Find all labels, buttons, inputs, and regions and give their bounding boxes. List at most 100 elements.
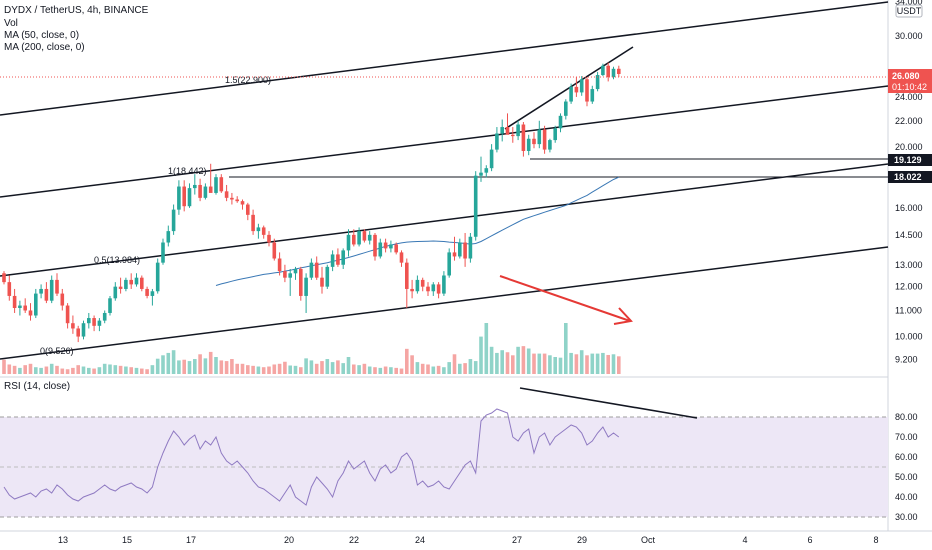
volume-bar bbox=[341, 363, 345, 374]
candle bbox=[537, 120, 542, 149]
candle bbox=[283, 264, 287, 283]
fib-label-0-5: 0.5(13.984) bbox=[94, 255, 140, 265]
channel-line-3 bbox=[0, 246, 889, 360]
volume-bar bbox=[267, 366, 271, 374]
candle bbox=[458, 238, 462, 259]
candle bbox=[261, 225, 266, 239]
level-value-upper: 19.129 bbox=[894, 155, 922, 165]
rsi-axis[interactable]: 80.00 70.00 60.00 50.00 40.00 30.00 bbox=[895, 412, 918, 522]
last-price-tag bbox=[888, 69, 932, 93]
candle bbox=[102, 310, 107, 324]
volume-bar bbox=[458, 363, 462, 374]
candle bbox=[511, 127, 515, 143]
candle bbox=[2, 271, 6, 285]
level-tag-upper bbox=[888, 154, 932, 166]
volume-bar bbox=[134, 367, 139, 374]
candle bbox=[81, 320, 86, 340]
volume-bar bbox=[92, 368, 96, 374]
rsi-line bbox=[3, 408, 620, 506]
volume-bar bbox=[436, 365, 441, 374]
candle bbox=[76, 325, 80, 343]
time-tick: 17 bbox=[186, 535, 196, 545]
candle bbox=[97, 318, 102, 332]
volume-bar bbox=[113, 365, 118, 374]
volume-bar bbox=[171, 350, 176, 374]
candle bbox=[203, 183, 208, 200]
candle bbox=[124, 277, 128, 292]
candle bbox=[357, 227, 361, 247]
volume-bar bbox=[304, 358, 308, 374]
volume-bar bbox=[558, 357, 563, 374]
candle bbox=[39, 284, 43, 299]
legend-ma50[interactable]: MA (50, close, 0) bbox=[4, 30, 80, 41]
candle bbox=[617, 65, 621, 78]
candle bbox=[447, 248, 451, 278]
volume-bar bbox=[314, 363, 319, 374]
volume-bar bbox=[219, 360, 224, 374]
legend-ma200[interactable]: MA (200, close, 0) bbox=[4, 42, 85, 53]
candle bbox=[108, 295, 112, 316]
price-tick: 20.000 bbox=[895, 142, 923, 152]
time-tick: 22 bbox=[349, 535, 359, 545]
legend-volume[interactable]: Vol bbox=[4, 18, 18, 29]
volume-bar bbox=[140, 368, 144, 374]
candle bbox=[394, 242, 398, 255]
symbol-title[interactable]: DYDX / TetherUS, 4h, BINANCE bbox=[4, 5, 149, 16]
volume-bar bbox=[532, 353, 536, 374]
price-tick: 24.000 bbox=[895, 92, 923, 102]
price-tick: 14.500 bbox=[895, 230, 923, 240]
candle bbox=[383, 238, 388, 253]
time-tick: 13 bbox=[58, 535, 68, 545]
candle bbox=[182, 180, 186, 212]
volume-bar bbox=[511, 355, 515, 374]
candle bbox=[198, 178, 202, 202]
candle bbox=[415, 275, 420, 294]
volume-bar bbox=[118, 365, 123, 374]
volume-bar bbox=[537, 353, 542, 374]
fib-label-1: 1(18.442) bbox=[168, 166, 207, 176]
volume-bar bbox=[150, 365, 155, 374]
candle bbox=[235, 196, 239, 203]
volume-bar bbox=[447, 362, 451, 374]
volume-bar bbox=[230, 359, 234, 374]
ma50-line bbox=[215, 176, 619, 286]
volume-bar bbox=[336, 360, 340, 374]
volume-bar bbox=[161, 355, 165, 374]
moving-average bbox=[215, 176, 619, 286]
candle bbox=[166, 225, 171, 247]
candle bbox=[378, 238, 383, 259]
candle bbox=[463, 232, 467, 267]
candle bbox=[129, 273, 133, 289]
volume-bar bbox=[468, 359, 473, 374]
volume-bar bbox=[420, 363, 425, 374]
volume-bar bbox=[415, 362, 420, 374]
volume-bar bbox=[505, 352, 510, 374]
volume-bar bbox=[389, 367, 393, 374]
volume-bar bbox=[579, 350, 584, 374]
candle bbox=[34, 288, 38, 319]
candle bbox=[495, 127, 499, 153]
time-tick: 24 bbox=[415, 535, 425, 545]
time-axis[interactable]: 13 15 17 20 22 24 27 29 Oct 4 6 8 bbox=[58, 535, 879, 545]
volume-bar bbox=[240, 363, 245, 374]
legend-rsi[interactable]: RSI (14, close) bbox=[4, 381, 71, 392]
candle bbox=[134, 273, 139, 287]
fib-label-1-5: 1.5(22.900) bbox=[225, 75, 271, 85]
candle bbox=[193, 174, 197, 195]
volume-bar bbox=[325, 359, 330, 374]
volume-bar bbox=[251, 365, 255, 374]
candle bbox=[595, 71, 600, 92]
volume-bar bbox=[463, 363, 467, 374]
price-tick: 9.200 bbox=[895, 354, 918, 364]
currency-box[interactable] bbox=[895, 4, 923, 18]
candle bbox=[277, 252, 282, 276]
candle bbox=[272, 238, 277, 261]
volume-bar bbox=[309, 360, 314, 374]
candle bbox=[352, 229, 356, 247]
rsi-tick: 70.00 bbox=[895, 432, 918, 442]
volume-bar bbox=[452, 354, 457, 374]
candle bbox=[161, 238, 165, 265]
candle bbox=[60, 288, 65, 311]
volume-bar bbox=[330, 362, 335, 374]
